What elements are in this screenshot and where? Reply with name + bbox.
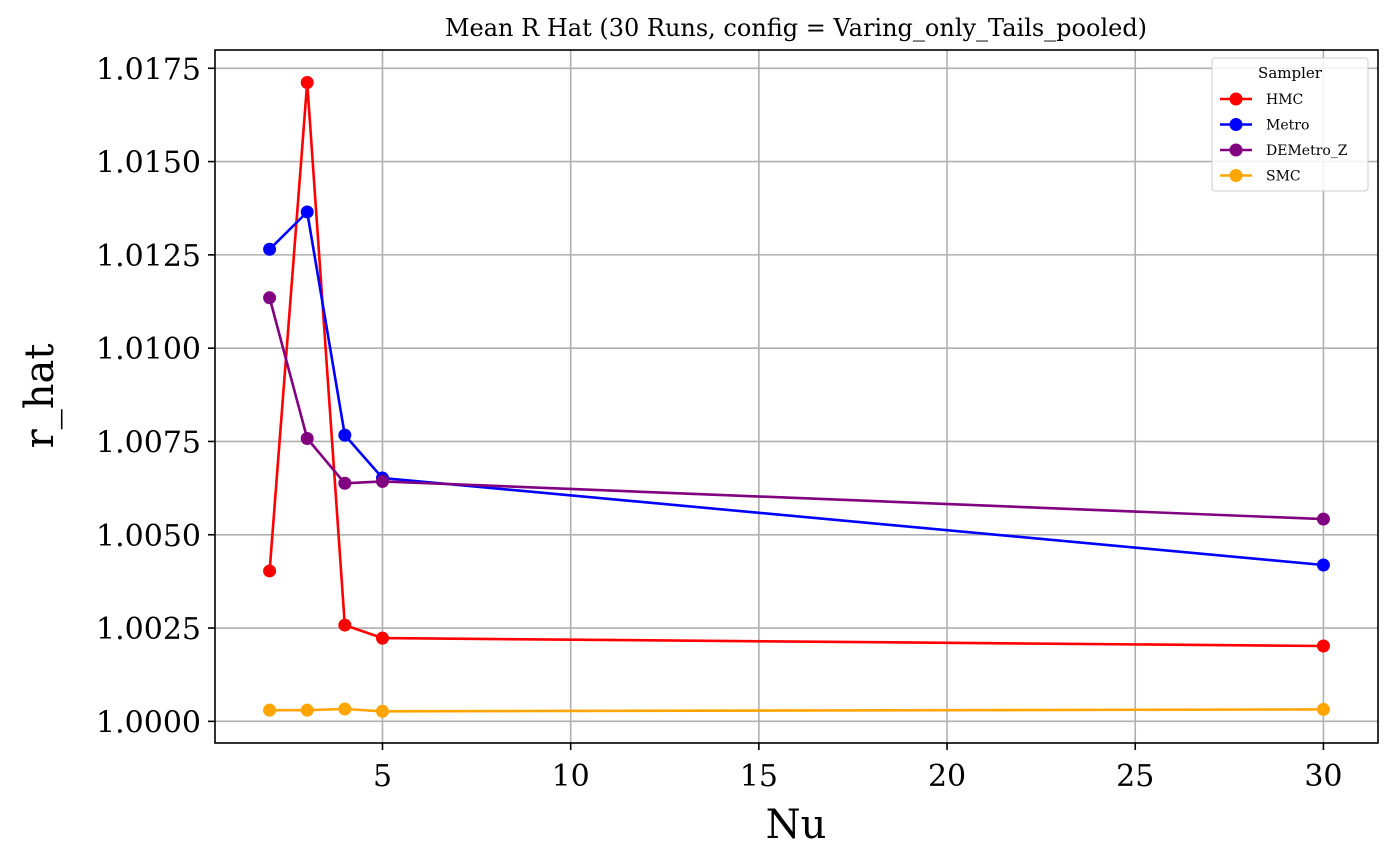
legend-marker xyxy=(1229,169,1243,182)
legend-entry-smc: SMC xyxy=(1220,169,1301,185)
legend-label: SMC xyxy=(1266,169,1301,185)
data-point-smc xyxy=(1316,702,1330,716)
x-tick-label: 30 xyxy=(1304,759,1342,794)
data-point-smc xyxy=(375,704,389,718)
data-point-hmc xyxy=(375,631,389,645)
data-point-demetro-z xyxy=(375,474,389,488)
series-layer xyxy=(263,75,1330,718)
series-demetro-z xyxy=(263,291,1330,526)
x-tick-label: 5 xyxy=(373,759,392,794)
y-axis-label: r_hat xyxy=(17,344,63,449)
legend-entry-metro: Metro xyxy=(1220,118,1309,134)
y-tick-label: 1.0150 xyxy=(96,146,201,181)
data-point-smc xyxy=(338,702,352,716)
series-line-hmc xyxy=(268,81,1324,648)
series-smc xyxy=(263,702,1330,718)
data-point-metro xyxy=(263,242,277,256)
data-point-metro xyxy=(300,205,314,219)
legend-entry-demetro-z: DEMetro_Z xyxy=(1220,143,1348,159)
legend-label: DEMetro_Z xyxy=(1266,143,1348,159)
y-tick-label: 1.0175 xyxy=(96,52,201,87)
data-point-hmc xyxy=(300,75,314,89)
y-tick-label: 1.0075 xyxy=(96,425,201,460)
plot-area xyxy=(214,49,1379,744)
data-point-metro xyxy=(338,428,352,442)
ticks: 5 10 15 20 25 30 1.0000 1.0025 1.0050 1.0075 1.010… xyxy=(96,52,1343,794)
x-tick-label: 15 xyxy=(740,759,778,794)
x-tick-label: 20 xyxy=(928,759,966,794)
legend-entry-hmc: HMC xyxy=(1220,92,1303,108)
series-line-demetro-z xyxy=(268,297,1324,521)
legend: Sampler HMC Metro DEMetro_Z SMC xyxy=(1211,57,1369,192)
legend-marker xyxy=(1229,143,1243,157)
series-hmc xyxy=(263,75,1330,653)
y-tick-label: 1.0125 xyxy=(96,239,201,274)
x-tick-label: 10 xyxy=(552,759,590,794)
data-point-hmc xyxy=(263,564,277,578)
data-point-demetro-z xyxy=(1316,512,1330,526)
series-line-smc xyxy=(269,707,1324,713)
y-tick-label: 1.0025 xyxy=(96,612,201,647)
legend-marker xyxy=(1229,92,1243,106)
data-point-metro xyxy=(1316,558,1330,572)
y-tick-label: 1.0000 xyxy=(96,705,201,740)
data-point-smc xyxy=(263,703,277,717)
x-tick-label: 25 xyxy=(1116,759,1154,794)
x-axis-label: Nu xyxy=(766,802,827,848)
data-point-demetro-z xyxy=(338,476,352,490)
legend-label: HMC xyxy=(1266,92,1303,108)
legend-title: Sampler xyxy=(1258,64,1323,82)
series-metro xyxy=(263,205,1330,572)
data-point-hmc xyxy=(338,618,352,632)
legend-marker xyxy=(1229,118,1243,131)
data-point-hmc xyxy=(1316,639,1330,653)
data-point-demetro-z xyxy=(300,431,314,445)
legend-label: Metro xyxy=(1266,118,1309,134)
y-tick-label: 1.0050 xyxy=(96,519,201,554)
data-point-demetro-z xyxy=(263,291,277,305)
y-tick-label: 1.0100 xyxy=(96,332,201,367)
data-point-smc xyxy=(300,703,314,717)
chart-title: Mean R Hat (30 Runs, config = Varing_onl… xyxy=(445,14,1147,42)
